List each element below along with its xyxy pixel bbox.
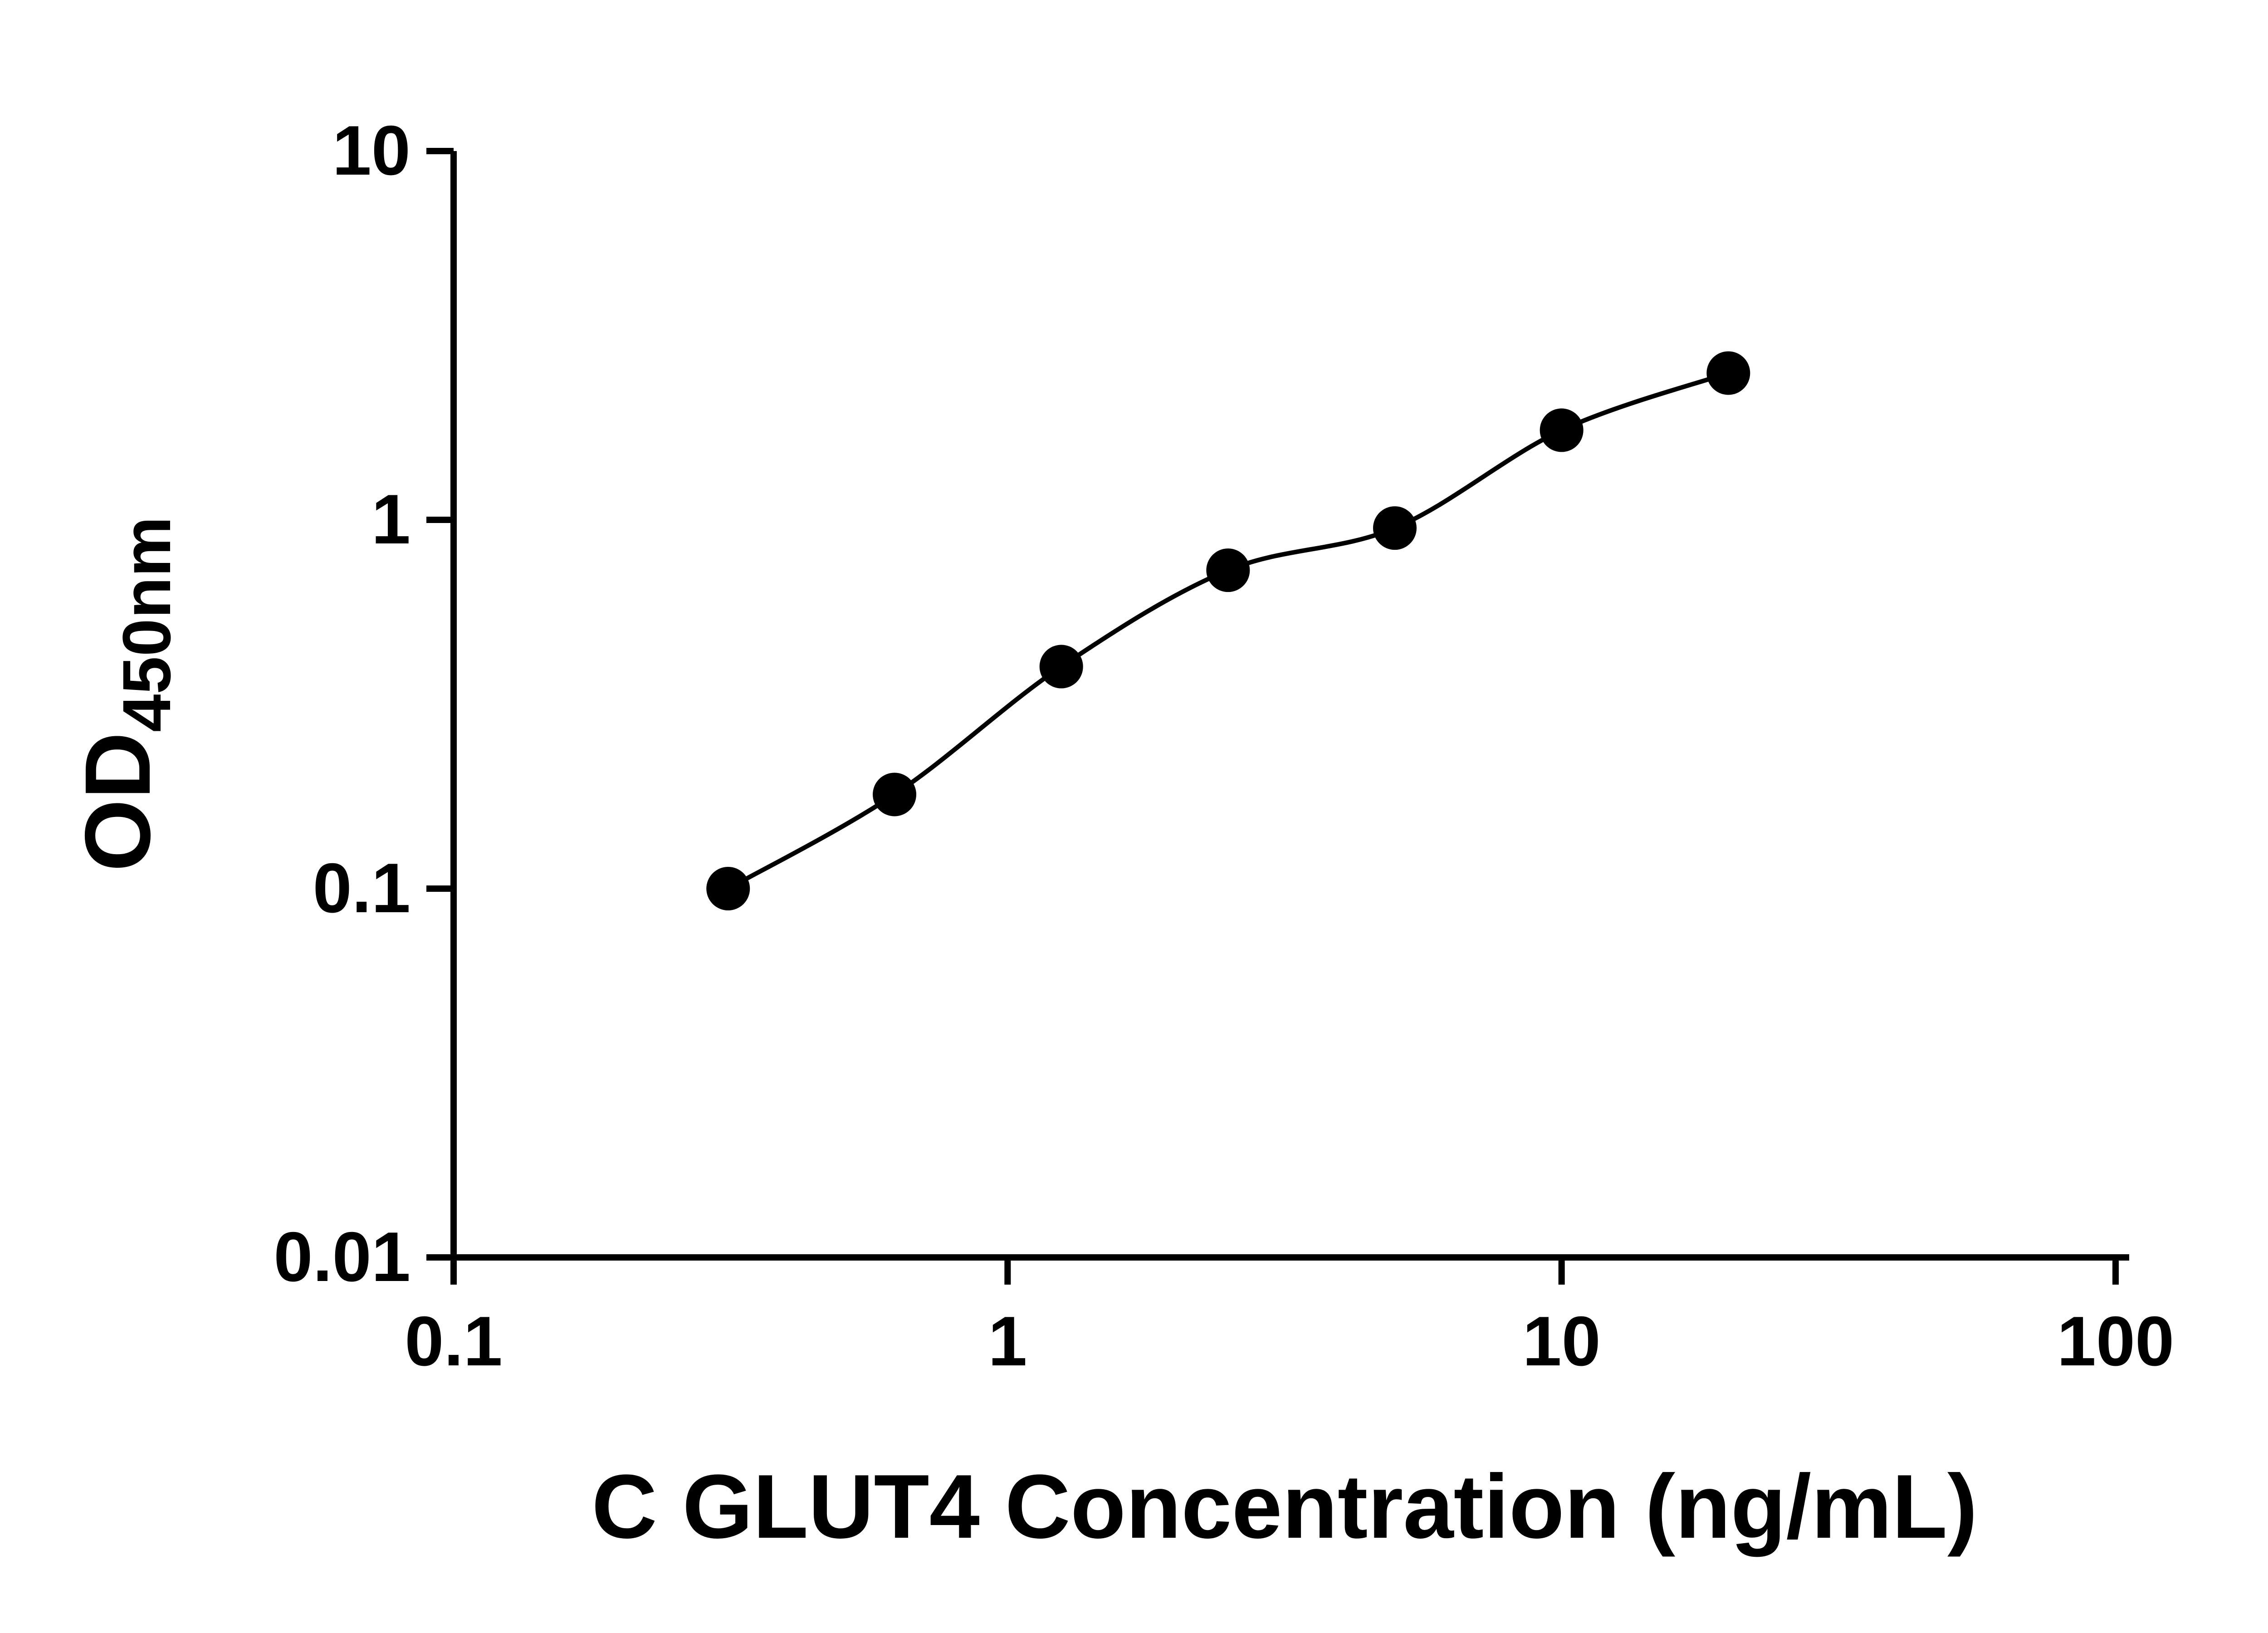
y-axis-title-main: OD (66, 732, 170, 872)
data-points (706, 351, 1750, 910)
data-point (1706, 351, 1750, 395)
data-point (1206, 548, 1250, 592)
y-axis-title: OD450nm (66, 517, 185, 872)
y-tick-label: 0.01 (274, 1217, 411, 1296)
fit-curve-path (727, 371, 1729, 891)
x-axis-title: C GLUT4 Concentration (ng/mL) (591, 1456, 1977, 1557)
y-tick-label: 10 (332, 111, 411, 190)
y-axis-title-subscript: 450nm (108, 517, 185, 732)
x-tick-label: 10 (1522, 1302, 1600, 1380)
tick-marks (426, 148, 2119, 1285)
axis-spine (450, 151, 2129, 1261)
x-tick-label: 1 (988, 1302, 1027, 1380)
y-tick-label: 1 (371, 480, 411, 558)
x-tick-label: 0.1 (405, 1302, 502, 1380)
data-point (873, 772, 917, 816)
axes (450, 151, 2129, 1261)
data-point (1373, 506, 1417, 550)
x-tick-label: 100 (2057, 1302, 2175, 1380)
data-point (1039, 645, 1083, 689)
data-point (1540, 408, 1584, 452)
y-tick-label: 0.1 (313, 849, 411, 927)
fit-curve (727, 371, 1729, 891)
data-point (706, 867, 750, 910)
